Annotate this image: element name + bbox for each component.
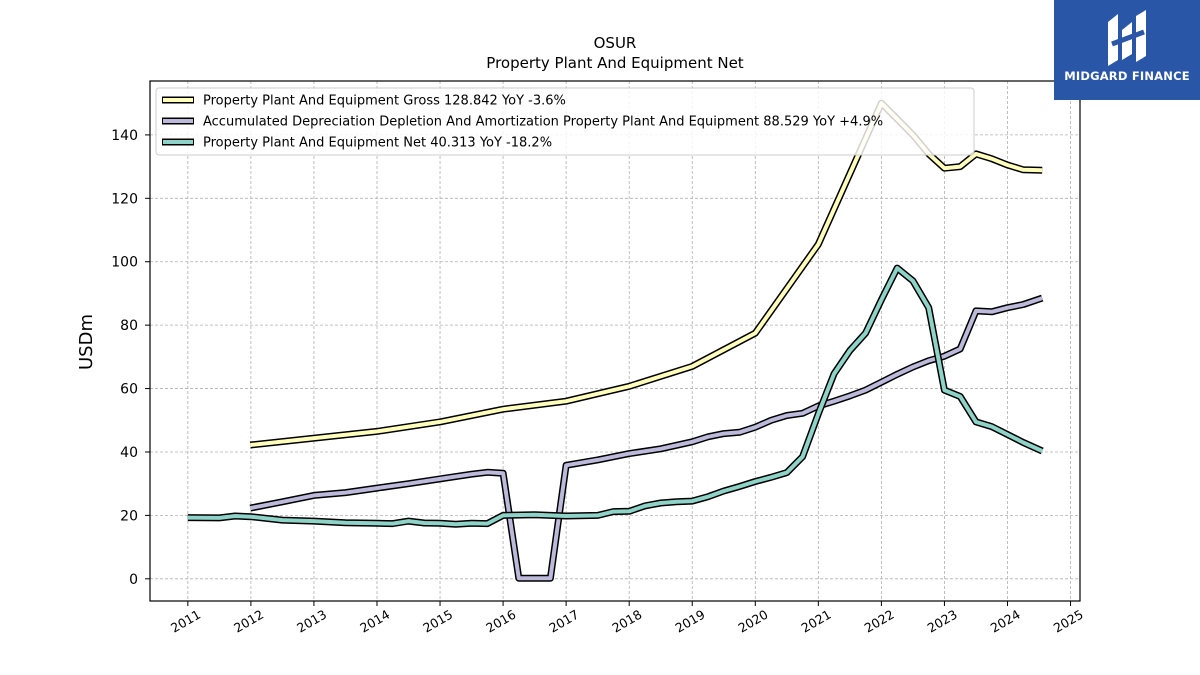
y-tick-label: 120 — [111, 191, 138, 207]
x-tick-label: 2013 — [294, 607, 329, 636]
x-tick-label: 2017 — [546, 607, 581, 636]
x-tick-label: 2021 — [799, 607, 834, 636]
x-tick-label: 2012 — [231, 607, 266, 636]
y-tick-label: 100 — [111, 255, 138, 271]
legend-box — [155, 87, 975, 156]
logo-mark-icon — [1108, 10, 1146, 66]
series-layer — [187, 99, 1044, 582]
y-tick-label: 0 — [129, 572, 138, 588]
x-tick-label: 2024 — [988, 607, 1023, 636]
y-tick-label: 40 — [120, 445, 138, 461]
legend-item: Accumulated Depreciation Depletion And A… — [162, 115, 883, 130]
series-outline — [187, 264, 1044, 528]
legend-item: Property Plant And Equipment Net 40.313 … — [162, 136, 552, 151]
y-tick-label: 140 — [111, 128, 138, 144]
x-tick-label: 2020 — [736, 607, 771, 636]
x-tick-label: 2016 — [483, 607, 518, 636]
series-stroke — [249, 296, 1043, 581]
legend-label: Property Plant And Equipment Net 40.313 … — [203, 136, 552, 151]
x-tick-label: 2011 — [168, 607, 203, 636]
x-tick-label: 2018 — [609, 607, 644, 636]
series-line-2 — [249, 294, 1044, 582]
midgard-finance-logo: MIDGARD FINANCE — [1054, 0, 1200, 100]
x-tick-label: 2022 — [862, 607, 897, 636]
x-tick-label: 2023 — [925, 607, 960, 636]
legend-item: Property Plant And Equipment Gross 128.8… — [162, 94, 566, 109]
legend-label: Property Plant And Equipment Gross 128.8… — [203, 94, 566, 109]
logo-text: MIDGARD FINANCE — [1064, 69, 1190, 83]
legend-label: Accumulated Depreciation Depletion And A… — [203, 115, 883, 130]
x-tick-label: 2025 — [1051, 607, 1086, 636]
legend: Property Plant And Equipment Gross 128.8… — [155, 87, 975, 156]
x-tick-label: 2015 — [420, 607, 455, 636]
chart-subtitle: Property Plant And Equipment Net — [486, 54, 743, 72]
x-tick-label: 2014 — [357, 607, 392, 636]
y-axis-label: USDm — [76, 314, 97, 370]
y-tick-label: 80 — [120, 318, 138, 334]
series-outline — [249, 294, 1044, 582]
x-tick-label: 2019 — [672, 607, 707, 636]
chart-title: OSUR — [594, 34, 637, 52]
plot-frame — [149, 80, 1081, 602]
y-tick-label: 20 — [120, 508, 138, 524]
series-line-3 — [187, 264, 1044, 528]
y-tick-label: 60 — [120, 382, 138, 398]
series-stroke — [187, 266, 1044, 527]
